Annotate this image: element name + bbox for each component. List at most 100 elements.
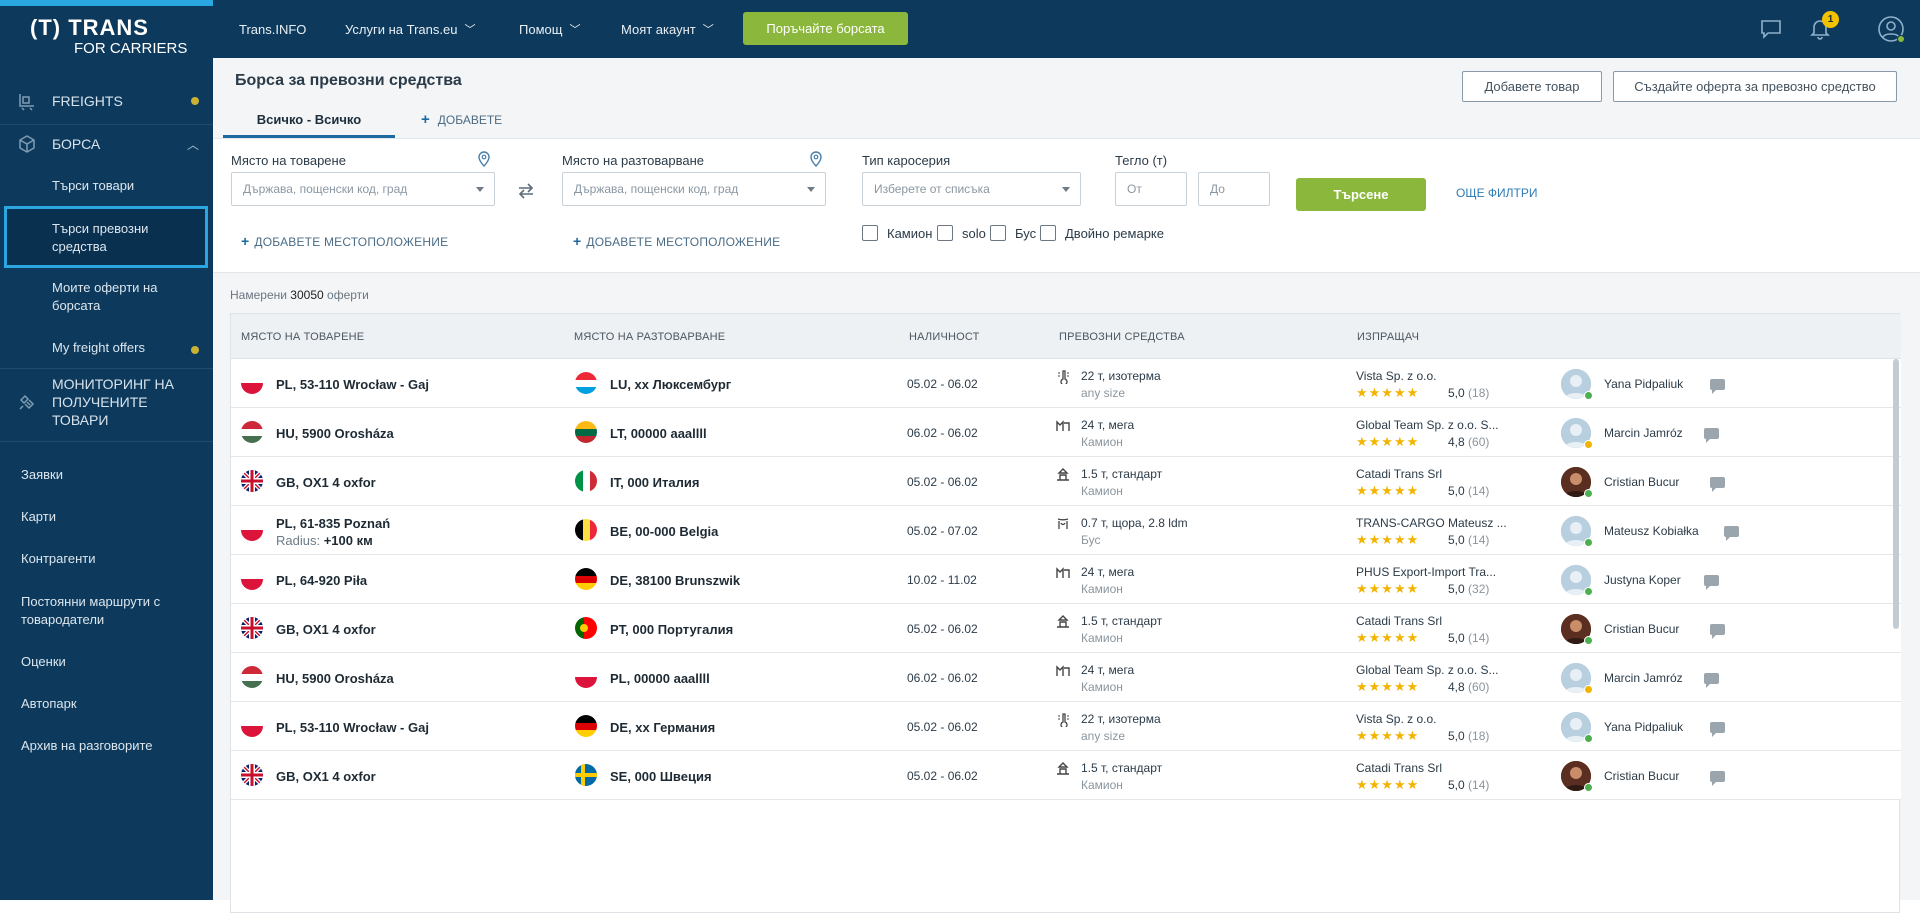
trans-logo[interactable]: (T) TRANS FOR CARRIERS (30, 15, 188, 58)
location-pin-icon[interactable] (477, 151, 491, 167)
contact-person[interactable]: Yana Pidpaliuk (1604, 720, 1684, 734)
checkbox-truck[interactable]: Камион (862, 225, 932, 241)
presence-status-dot (1584, 538, 1593, 547)
presence-status-dot (1584, 489, 1593, 498)
table-row[interactable]: PL, 64-920 Piła DE, 38100 Brunszwik 10.0… (231, 555, 1901, 604)
weight-from-input[interactable]: От (1115, 172, 1187, 206)
column-header-availability[interactable]: НАЛИЧНОСТ (909, 331, 980, 343)
sidebar-item-my-freight-offers[interactable]: My freight offers (0, 339, 213, 357)
table-row[interactable]: GB, OX1 4 oxfor PT, 000 Португалия 05.02… (231, 604, 1901, 653)
chat-bubble-icon[interactable] (1723, 526, 1739, 541)
nav-help[interactable]: Помощ ﹀ (519, 21, 581, 37)
contact-person[interactable]: Justyna Koper (1604, 573, 1681, 587)
add-unloading-location-link[interactable]: + ДОБАВЕТЕ МЕСТОПОЛОЖЕНИЕ (573, 233, 781, 249)
sender-company[interactable]: TRANS-CARGO Mateusz ... (1356, 516, 1507, 530)
table-row[interactable]: PL, 53-110 Wrocław - Gaj LU, xx Люксембу… (231, 359, 1901, 408)
chat-bubble-icon[interactable] (1710, 624, 1726, 639)
loading-place: HU, 5900 Orosháza (276, 671, 394, 686)
chat-bubble-icon[interactable] (1710, 771, 1726, 786)
contact-person[interactable]: Yana Pidpaliuk (1604, 377, 1684, 391)
column-header-loading[interactable]: МЯСТО НА ТОВАРЕНЕ (241, 331, 365, 343)
sidebar-item-monitoring[interactable]: МОНИТОРИНГ НА ПОЛУЧЕНИТЕ ТОВАРИ (0, 376, 213, 428)
table-row[interactable]: PL, 61-835 Poznań Radius: +100 км BE, 00… (231, 506, 1901, 555)
sidebar-item-ratings[interactable]: Оценки (21, 654, 66, 669)
unloading-place-input[interactable]: Държава, пощенски код, град (562, 172, 826, 206)
contact-person[interactable]: Cristian Bucur (1604, 622, 1680, 636)
body-type-select[interactable]: Изберете от списъка (862, 172, 1081, 206)
sender-company[interactable]: PHUS Export-Import Tra... (1356, 565, 1497, 579)
sidebar-item-exchange[interactable]: БОРСА ︿ (0, 127, 213, 161)
nav-trans-info[interactable]: Trans.INFO (239, 21, 307, 37)
messages-icon[interactable] (1756, 14, 1786, 44)
add-loading-location-link[interactable]: + ДОБАВЕТЕ МЕСТОПОЛОЖЕНИЕ (241, 233, 449, 249)
location-pin-icon[interactable] (809, 151, 823, 167)
checkbox-solo[interactable]: solo (937, 225, 986, 241)
sidebar-item-permanent-routes[interactable]: Постоянни маршрути с товародатели (21, 594, 161, 627)
contact-person[interactable]: Marcin Jamróz (1604, 426, 1683, 440)
contact-person[interactable]: Mateusz Kobiałka (1604, 524, 1699, 538)
column-header-unloading[interactable]: МЯСТО НА РАЗТОВАРВАНЕ (574, 331, 726, 343)
sidebar-item-fleet[interactable]: Автопарк (21, 696, 77, 711)
user-profile-icon[interactable] (1876, 14, 1906, 44)
add-goods-button[interactable]: Добавете товар (1462, 71, 1602, 102)
notifications-bell-icon[interactable]: 1 (1805, 11, 1839, 44)
search-button[interactable]: Търсене (1296, 178, 1426, 211)
table-row[interactable]: PL, 53-110 Wrocław - Gaj DE, xx Германия… (231, 702, 1901, 751)
sender-company[interactable]: Catadi Trans Srl (1356, 614, 1443, 628)
avatar[interactable] (1561, 663, 1591, 693)
sidebar-item-freights[interactable]: FREIGHTS (0, 84, 213, 118)
unloading-place: PL, 00000 aaallll (610, 671, 710, 686)
sender-company[interactable]: Global Team Sp. z o.o. S... (1356, 418, 1499, 432)
nav-services[interactable]: Услуги на Trans.eu ﹀ (345, 21, 476, 37)
swap-arrows-icon[interactable] (517, 183, 535, 199)
table-row[interactable]: GB, OX1 4 oxfor SE, 000 Швеция 05.02 - 0… (231, 751, 1901, 800)
sender-company[interactable]: Global Team Sp. z o.o. S... (1356, 663, 1499, 677)
flag-se-icon (575, 764, 597, 786)
vehicle-type: Камион (1081, 680, 1123, 694)
nav-my-account[interactable]: Моят акаунт ﹀ (621, 21, 714, 37)
chat-bubble-icon[interactable] (1710, 379, 1726, 394)
contact-person[interactable]: Marcin Jamróz (1604, 671, 1683, 685)
chat-bubble-icon[interactable] (1703, 673, 1719, 688)
table-row[interactable]: HU, 5900 Orosháza LT, 00000 aaallll 06.0… (231, 408, 1901, 457)
more-filters-link[interactable]: ОЩЕ ФИЛТРИ (1456, 186, 1538, 200)
weight-to-input[interactable]: До (1198, 172, 1270, 206)
column-header-sender[interactable]: ИЗПРАЩАЧ (1357, 331, 1420, 343)
sender-company[interactable]: Catadi Trans Srl (1356, 761, 1443, 775)
sidebar-item-orders[interactable]: Заявки (21, 467, 63, 482)
checkbox-double-trailer[interactable]: Двойно ремарке (1040, 225, 1164, 241)
column-header-vehicles[interactable]: ПРЕВОЗНИ СРЕДСТВА (1059, 331, 1185, 343)
presence-status-dot (1584, 783, 1593, 792)
sidebar-item-search-goods[interactable]: Търси товари (52, 178, 135, 193)
sidebar-item-search-vehicles[interactable]: Търси превозни средства (4, 206, 208, 268)
contact-person[interactable]: Cristian Bucur (1604, 475, 1680, 489)
chat-bubble-icon[interactable] (1710, 722, 1726, 737)
tab-all[interactable]: Всичко - Всичко (223, 108, 395, 138)
checkbox-van[interactable]: Бус (990, 225, 1036, 241)
sidebar-item-maps[interactable]: Карти (21, 509, 56, 524)
order-exchange-button[interactable]: Поръчайте борсата (743, 12, 908, 45)
chat-bubble-icon[interactable] (1703, 428, 1719, 443)
tab-add[interactable]: + ДОБАВЕТЕ (421, 111, 503, 128)
vehicle-type: any size (1081, 386, 1126, 400)
sender-company[interactable]: Catadi Trans Srl (1356, 467, 1443, 481)
rating-stars-icon: ★★★★★ (1356, 483, 1420, 498)
contact-person[interactable]: Cristian Bucur (1604, 769, 1680, 783)
sidebar-item-chat-archive[interactable]: Архив на разговорите (21, 738, 153, 753)
unloading-place: IT, 000 Италия (610, 475, 700, 490)
chat-bubble-icon[interactable] (1703, 575, 1719, 590)
availability-dates: 06.02 - 06.02 (907, 671, 978, 685)
sender-company[interactable]: Vista Sp. z o.o. (1356, 712, 1437, 726)
loading-place-input[interactable]: Държава, пощенски код, град (231, 172, 495, 206)
sidebar-item-contractors[interactable]: Контрагенти (21, 551, 96, 566)
sidebar-item-my-offers[interactable]: Моите оферти на борсата (52, 280, 158, 313)
create-vehicle-offer-button[interactable]: Създайте оферта за превозно средство (1613, 71, 1897, 102)
table-row[interactable]: HU, 5900 Orosháza PL, 00000 aaallll 06.0… (231, 653, 1901, 702)
chevron-up-icon: ︿ (186, 137, 199, 152)
loading-place: GB, OX1 4 oxfor (276, 769, 376, 784)
table-row[interactable]: GB, OX1 4 oxfor IT, 000 Италия 05.02 - 0… (231, 457, 1901, 506)
table-scrollbar[interactable] (1893, 359, 1899, 629)
sender-company[interactable]: Vista Sp. z o.o. (1356, 369, 1437, 383)
loading-place: PL, 53-110 Wrocław - Gaj (276, 377, 429, 392)
chat-bubble-icon[interactable] (1710, 477, 1726, 492)
